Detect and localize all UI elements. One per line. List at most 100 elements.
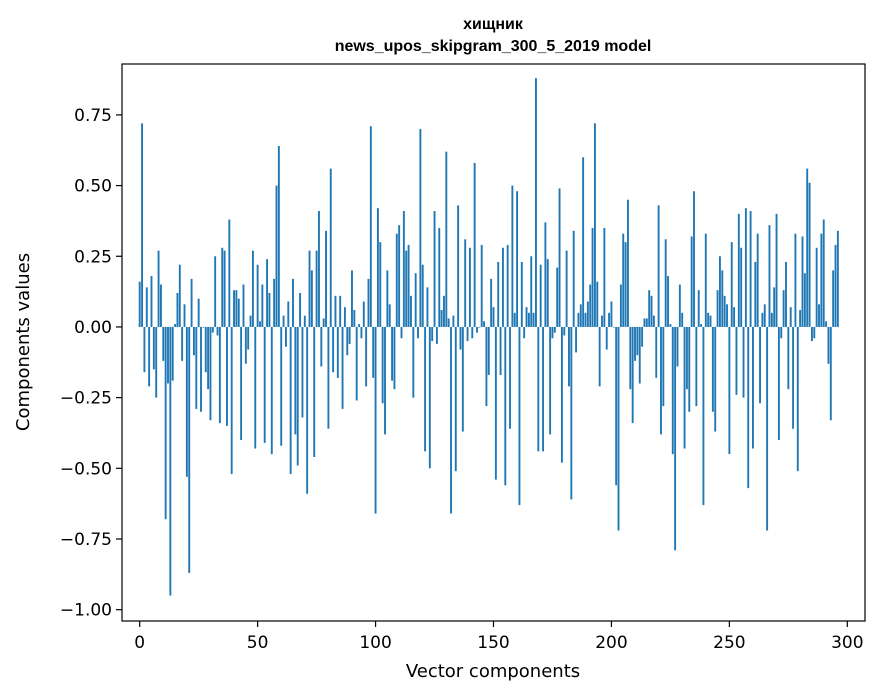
bar-280 [799, 309, 802, 327]
bar-118 [417, 326, 419, 339]
bar-184 [572, 230, 575, 327]
bar-157 [509, 326, 511, 429]
bar-165 [527, 312, 530, 327]
bar-102 [379, 242, 382, 327]
x-tick-label-200: 200 [595, 633, 627, 653]
bar-26 [200, 326, 202, 412]
bar-1 [141, 123, 143, 327]
bar-242 [709, 315, 712, 327]
bar-233 [688, 326, 691, 412]
bar-43 [240, 326, 243, 441]
bar-44 [242, 284, 245, 327]
bar-172 [544, 222, 547, 327]
bar-153 [499, 326, 502, 376]
bar-49 [254, 326, 257, 449]
bar-207 [627, 199, 629, 327]
bar-287 [815, 247, 818, 327]
bar-234 [690, 236, 693, 327]
bar-266 [766, 326, 769, 531]
x-axis-ticks: 0 50 100 150 200 250 300 [134, 621, 864, 653]
x-axis-label: Vector components [406, 661, 580, 682]
bar-126 [435, 326, 438, 344]
bar-264 [761, 312, 764, 327]
bar-133 [452, 315, 455, 327]
bar-241 [707, 312, 710, 327]
bar-240 [704, 233, 707, 327]
bar-281 [801, 236, 804, 327]
bar-135 [457, 205, 460, 327]
bar-132 [450, 326, 452, 514]
bar-9 [159, 284, 162, 327]
bar-256 [742, 326, 745, 398]
bar-222 [662, 326, 665, 407]
bar-40 [233, 290, 235, 327]
bar-2 [143, 326, 146, 373]
bar-227 [674, 326, 677, 551]
bar-204 [619, 284, 622, 327]
bar-181 [565, 250, 568, 327]
bar-214 [643, 318, 646, 327]
bar-220 [657, 205, 660, 327]
bar-293 [829, 326, 832, 421]
bar-10 [162, 326, 165, 361]
bar-219 [655, 326, 658, 378]
x-tick-label-0: 0 [134, 633, 145, 653]
bar-171 [542, 326, 544, 452]
bar-249 [726, 304, 728, 327]
bar-89 [348, 326, 351, 344]
bar-223 [664, 239, 667, 327]
bar-163 [523, 326, 526, 339]
bar-74 [313, 326, 316, 458]
bar-170 [539, 264, 542, 327]
bar-221 [660, 326, 662, 435]
bar-255 [740, 247, 743, 327]
bar-11 [164, 326, 167, 520]
bar-149 [490, 278, 493, 327]
bar-29 [207, 326, 210, 390]
bar-108 [393, 326, 396, 390]
bar-144 [478, 326, 481, 328]
bar-36 [223, 250, 226, 327]
bar-294 [832, 270, 835, 327]
bar-134 [454, 326, 457, 472]
bar-16 [176, 293, 179, 327]
bar-183 [570, 326, 573, 500]
bar-194 [596, 281, 599, 327]
y-tick-label-2: −0.50 [60, 459, 112, 479]
bar-175 [551, 326, 554, 339]
bar-35 [221, 247, 224, 327]
bar-101 [376, 208, 379, 327]
bar-186 [577, 312, 580, 327]
bar-110 [398, 225, 401, 327]
bar-128 [440, 309, 443, 327]
bar-8 [157, 250, 160, 327]
bar-97 [367, 278, 370, 327]
bar-218 [652, 315, 655, 327]
bar-130 [445, 151, 448, 327]
bar-117 [414, 273, 417, 327]
bar-211 [636, 326, 639, 356]
bar-111 [400, 326, 403, 339]
bar-277 [792, 326, 795, 429]
plot-frame [121, 63, 866, 622]
bar-6 [152, 326, 155, 370]
bar-148 [487, 326, 490, 376]
bar-45 [244, 326, 247, 364]
bar-46 [247, 326, 250, 350]
bar-113 [405, 250, 408, 327]
bar-85 [339, 295, 342, 327]
bar-179 [560, 326, 563, 463]
bar-0 [138, 281, 141, 327]
bar-41 [235, 290, 238, 327]
bar-15 [174, 324, 177, 327]
bar-62 [284, 326, 287, 347]
bar-292 [827, 326, 830, 364]
bar-285 [810, 326, 813, 342]
bar-174 [549, 326, 552, 435]
bar-258 [747, 326, 750, 489]
bar-272 [780, 326, 783, 339]
bar-56 [270, 326, 273, 455]
bar-158 [511, 185, 514, 327]
